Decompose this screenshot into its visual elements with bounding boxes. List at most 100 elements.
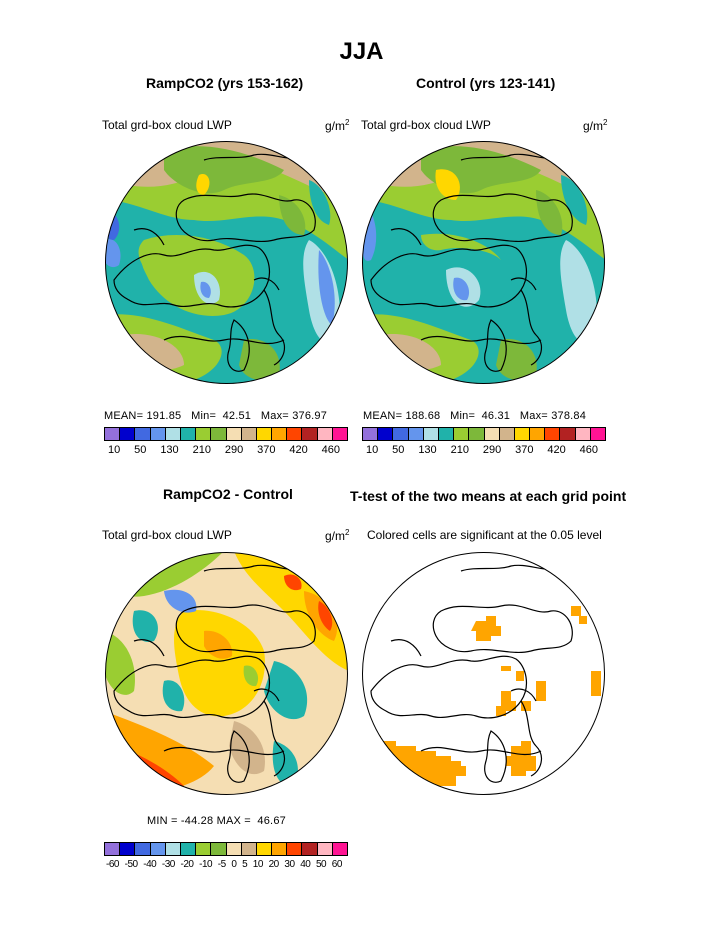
colorbar-swatch bbox=[484, 428, 500, 440]
colorbar-swatch bbox=[165, 428, 181, 440]
colorbar-tick-label: 50 bbox=[392, 444, 405, 456]
colorbar-tick-label: 30 bbox=[284, 859, 295, 870]
colorbar-tick-label: 60 bbox=[331, 859, 343, 870]
map-control bbox=[362, 141, 605, 384]
colorbar-swatch bbox=[499, 428, 515, 440]
colorbar-tick-label: 210 bbox=[192, 444, 211, 456]
significance-note: Colored cells are significant at the 0.0… bbox=[367, 528, 602, 542]
colorbar-swatch bbox=[120, 843, 136, 855]
colorbar-swatch bbox=[241, 428, 257, 440]
colorbar-tick-label: -50 bbox=[124, 859, 138, 870]
stats-difference: MIN = -44.28 MAX = 46.67 bbox=[147, 815, 286, 827]
colorbar-swatch bbox=[393, 428, 409, 440]
colorbar-swatch bbox=[560, 428, 576, 440]
colorbar-tick-label: 10 bbox=[108, 444, 121, 456]
map-difference bbox=[105, 552, 348, 795]
colorbar-tick-label: -60 bbox=[106, 859, 119, 870]
colorbar-rampco2 bbox=[104, 427, 348, 441]
colorbar-swatch bbox=[530, 428, 546, 440]
colorbar-swatch bbox=[272, 843, 288, 855]
colorbar-control bbox=[362, 427, 606, 441]
colorbar-difference bbox=[104, 842, 348, 856]
colorbar-swatch bbox=[211, 428, 227, 440]
colorbar-swatch bbox=[423, 428, 439, 440]
stats-control: MEAN= 188.68 Min= 46.31 Max= 378.84 bbox=[363, 410, 587, 422]
colorbar-tick-label: 130 bbox=[418, 444, 437, 456]
colorbar-tick-label: 370 bbox=[257, 444, 276, 456]
variable-label-rampco2: Total grd-box cloud LWP bbox=[102, 118, 232, 132]
colorbar-tick-label: 5 bbox=[242, 859, 248, 870]
colorbar-swatch bbox=[150, 843, 166, 855]
colorbar-swatch bbox=[514, 428, 531, 440]
colorbar-swatch bbox=[287, 843, 303, 855]
colorbar-tick-label: 370 bbox=[515, 444, 534, 456]
map-rampco2 bbox=[105, 141, 348, 384]
colorbar-tick-label: 50 bbox=[134, 444, 147, 456]
colorbar-swatch bbox=[165, 843, 181, 855]
colorbar-tick-label: 290 bbox=[482, 444, 502, 456]
colorbar-tick-label: 130 bbox=[160, 444, 179, 456]
colorbar-swatch bbox=[256, 428, 273, 440]
colorbar-tick-label: 460 bbox=[579, 444, 598, 456]
colorbar-swatch bbox=[454, 428, 470, 440]
panel-title-rampco2: RampCO2 (yrs 153-162) bbox=[146, 75, 304, 91]
colorbar-tick-label: 10 bbox=[252, 859, 264, 870]
colorbar-swatch bbox=[575, 428, 591, 440]
variable-label-difference: Total grd-box cloud LWP bbox=[102, 528, 232, 542]
panel-title-difference: RampCO2 - Control bbox=[163, 486, 293, 502]
colorbar-ticks-difference: -60 -50 -40 -30 -20 -10 -5 0 5 10 20 30 40 50 60 bbox=[106, 859, 356, 870]
units-label-control: g/m2 bbox=[583, 118, 608, 133]
colorbar-swatch bbox=[180, 843, 197, 855]
colorbar-tick-label: -20 bbox=[180, 859, 194, 870]
colorbar-tick-label: 50 bbox=[315, 859, 327, 870]
colorbar-tick-label: 40 bbox=[300, 859, 311, 870]
colorbar-swatch bbox=[105, 843, 121, 855]
colorbar-swatch bbox=[332, 843, 347, 855]
colorbar-tick-label: 290 bbox=[224, 444, 244, 456]
colorbar-swatch bbox=[135, 428, 151, 440]
colorbar-swatch bbox=[196, 428, 212, 440]
panel-title-ttest: T-test of the two means at each grid poi… bbox=[350, 488, 627, 504]
units-label-difference: g/m2 bbox=[325, 528, 350, 543]
colorbar-swatch bbox=[105, 428, 121, 440]
colorbar-swatch bbox=[378, 428, 394, 440]
map-ttest bbox=[362, 552, 605, 795]
colorbar-swatch bbox=[590, 428, 605, 440]
colorbar-swatch bbox=[196, 843, 212, 855]
colorbar-swatch bbox=[469, 428, 485, 440]
colorbar-swatch bbox=[226, 843, 242, 855]
units-label-rampco2: g/m2 bbox=[325, 118, 350, 133]
colorbar-swatch bbox=[438, 428, 455, 440]
colorbar-swatch bbox=[317, 843, 333, 855]
colorbar-swatch bbox=[211, 843, 227, 855]
colorbar-swatch bbox=[287, 428, 303, 440]
stats-rampco2: MEAN= 191.85 Min= 42.51 Max= 376.97 bbox=[104, 410, 328, 422]
colorbar-swatch bbox=[256, 843, 273, 855]
colorbar-swatch bbox=[302, 843, 318, 855]
colorbar-swatch bbox=[302, 428, 318, 440]
colorbar-tick-label: 460 bbox=[321, 444, 340, 456]
colorbar-swatch bbox=[241, 843, 257, 855]
colorbar-swatch bbox=[363, 428, 379, 440]
page-title: JJA bbox=[339, 38, 384, 65]
colorbar-tick-label: 20 bbox=[268, 859, 280, 870]
colorbar-swatch bbox=[180, 428, 197, 440]
colorbar-swatch bbox=[226, 428, 242, 440]
colorbar-tick-label: -40 bbox=[143, 859, 157, 870]
colorbar-swatch bbox=[272, 428, 288, 440]
colorbar-tick-label: 420 bbox=[289, 444, 308, 456]
colorbar-ticks-rampco2: 10 50 130 210 290 370 420 460 bbox=[108, 444, 358, 456]
colorbar-tick-label: 10 bbox=[366, 444, 379, 456]
colorbar-swatch bbox=[317, 428, 333, 440]
colorbar-tick-label: -30 bbox=[161, 859, 175, 870]
colorbar-swatch bbox=[545, 428, 561, 440]
colorbar-ticks-control: 10 50 130 210 290 370 420 460 bbox=[366, 444, 616, 456]
colorbar-swatch bbox=[408, 428, 424, 440]
colorbar-tick-label: 0 bbox=[231, 859, 237, 870]
colorbar-tick-label: -5 bbox=[217, 859, 226, 870]
colorbar-swatch bbox=[150, 428, 166, 440]
colorbar-swatch bbox=[332, 428, 347, 440]
colorbar-tick-label: -10 bbox=[199, 859, 213, 870]
colorbar-tick-label: 210 bbox=[450, 444, 469, 456]
variable-label-control: Total grd-box cloud LWP bbox=[361, 118, 491, 132]
